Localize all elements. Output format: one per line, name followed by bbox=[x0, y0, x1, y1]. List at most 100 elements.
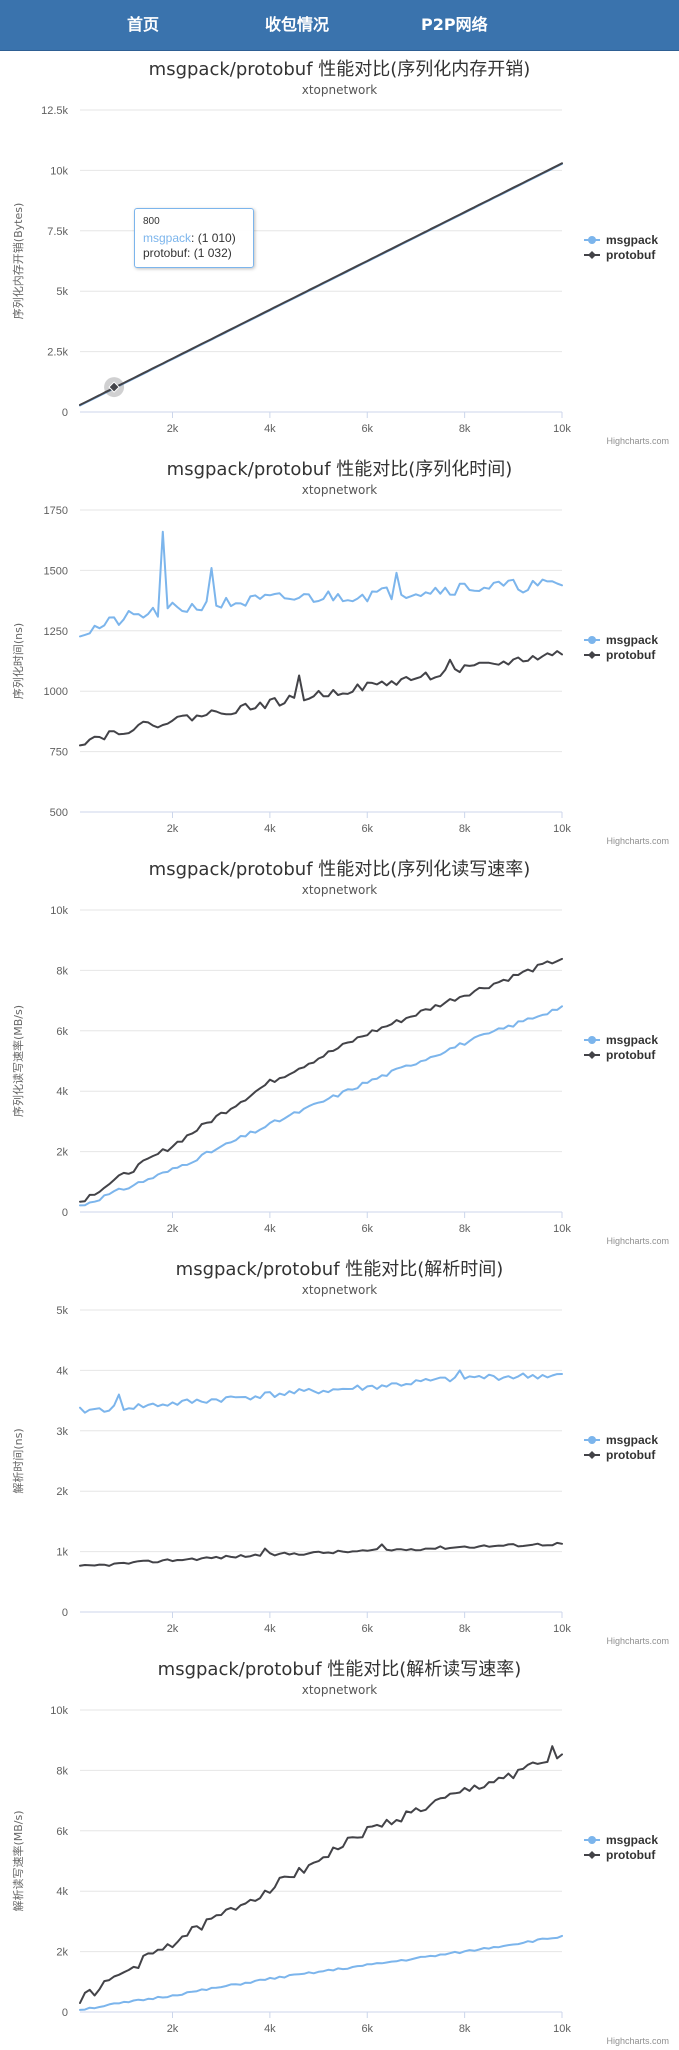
y-tick-label: 6k bbox=[56, 1026, 68, 1038]
hover-point-marker bbox=[108, 381, 120, 393]
y-tick-label: 10k bbox=[50, 165, 68, 177]
x-tick-label: 2k bbox=[167, 1223, 179, 1235]
nav-home-link[interactable]: 首页 bbox=[127, 15, 160, 34]
tooltip-row-protobuf: protobuf: (1 032) bbox=[143, 246, 232, 260]
chart-legend: msgpack protobuf bbox=[584, 1833, 679, 1863]
legend-item-msgpack[interactable]: msgpack bbox=[584, 1833, 679, 1848]
y-tick-label: 2k bbox=[56, 1947, 68, 1959]
highcharts-credits-link[interactable]: Highcharts.com bbox=[606, 836, 669, 846]
legend-item-protobuf[interactable]: protobuf bbox=[584, 648, 679, 663]
legend-label: protobuf bbox=[606, 1448, 656, 1462]
nav-p2p-network-link[interactable]: P2P网络 bbox=[421, 15, 488, 34]
x-tick-label: 10k bbox=[553, 1623, 571, 1635]
legend-label: protobuf bbox=[606, 248, 656, 262]
y-tick-label: 1250 bbox=[44, 626, 68, 638]
y-tick-label: 2k bbox=[56, 1147, 68, 1159]
legend-marker bbox=[588, 1051, 596, 1059]
legend-item-protobuf[interactable]: protobuf bbox=[584, 1448, 679, 1463]
series-line-protobuf bbox=[79, 162, 563, 406]
chart-title: msgpack/protobuf 性能对比(解析读写速率) bbox=[157, 1659, 522, 1680]
x-tick-label: 10k bbox=[553, 823, 571, 835]
highcharts-credits-link[interactable]: Highcharts.com bbox=[606, 1236, 669, 1246]
chart-legend: msgpack protobuf bbox=[584, 1433, 679, 1463]
y-tick-label: 7.5k bbox=[47, 226, 68, 238]
legend-label: msgpack bbox=[606, 1433, 659, 1447]
legend-item-protobuf[interactable]: protobuf bbox=[584, 248, 679, 263]
tooltip-series-name: msgpack bbox=[143, 231, 192, 245]
nav-packet-status-link[interactable]: 收包情况 bbox=[265, 15, 330, 34]
x-tick-label: 4k bbox=[264, 1223, 276, 1235]
chart-panel: msgpack/protobuf 性能对比(序列化时间) xtopnetwork… bbox=[0, 450, 679, 850]
x-tick-label: 10k bbox=[553, 2023, 571, 2035]
y-tick-label: 2k bbox=[56, 1486, 68, 1498]
legend-symbol-protobuf bbox=[584, 1851, 600, 1859]
legend-item-protobuf[interactable]: protobuf bbox=[584, 1048, 679, 1063]
y-axis-title: 序列化内存开销(Bytes) bbox=[11, 203, 25, 319]
y-tick-label: 5k bbox=[56, 286, 68, 298]
series-line-protobuf bbox=[79, 650, 563, 747]
legend-marker bbox=[588, 1436, 596, 1444]
x-tick-label: 10k bbox=[553, 423, 571, 435]
chart-title: msgpack/protobuf 性能对比(解析时间) bbox=[175, 1259, 504, 1280]
legend-marker bbox=[588, 236, 596, 244]
series-line-protobuf bbox=[79, 957, 563, 1203]
chart-title: msgpack/protobuf 性能对比(序列化读写速率) bbox=[148, 859, 531, 880]
x-tick-label: 8k bbox=[459, 423, 471, 435]
x-tick-label: 4k bbox=[264, 2023, 276, 2035]
legend-symbol-protobuf bbox=[584, 251, 600, 259]
x-tick-label: 6k bbox=[361, 2023, 373, 2035]
y-tick-label: 0 bbox=[62, 2007, 68, 2019]
y-tick-label: 4k bbox=[56, 1086, 68, 1098]
y-tick-label: 2.5k bbox=[47, 347, 68, 359]
chart-tooltip: 800 msgpack: (1 010) protobuf: (1 032) bbox=[134, 208, 254, 268]
legend-marker bbox=[588, 1451, 596, 1459]
chart-plot: 0 1k 2k 3k 4k 5k 2k 4k 6k 8k 10k 解析时间(ns) bbox=[11, 1305, 571, 1635]
x-tick-label: 2k bbox=[167, 1623, 179, 1635]
legend-symbol-msgpack bbox=[584, 236, 600, 244]
legend-item-msgpack[interactable]: msgpack bbox=[584, 633, 679, 648]
legend-marker bbox=[588, 636, 596, 644]
legend-symbol-protobuf bbox=[584, 1051, 600, 1059]
legend-symbol-protobuf bbox=[584, 651, 600, 659]
chart-subtitle: xtopnetwork bbox=[301, 883, 378, 897]
x-tick-label: 10k bbox=[553, 1223, 571, 1235]
legend-marker bbox=[588, 251, 596, 259]
x-tick-label: 8k bbox=[459, 1223, 471, 1235]
legend-item-protobuf[interactable]: protobuf bbox=[584, 1848, 679, 1863]
chart-title: msgpack/protobuf 性能对比(序列化内存开销) bbox=[148, 59, 531, 80]
highcharts-credits-link[interactable]: Highcharts.com bbox=[606, 2036, 669, 2046]
y-tick-label: 750 bbox=[50, 747, 68, 759]
chart-legend: msgpack protobuf bbox=[584, 633, 679, 663]
x-tick-label: 6k bbox=[361, 1623, 373, 1635]
legend-item-msgpack[interactable]: msgpack bbox=[584, 233, 679, 248]
legend-item-msgpack[interactable]: msgpack bbox=[584, 1433, 679, 1448]
highcharts-credits-link[interactable]: Highcharts.com bbox=[606, 1636, 669, 1646]
y-tick-label: 8k bbox=[56, 1765, 68, 1777]
y-tick-label: 1k bbox=[56, 1547, 68, 1559]
legend-label: msgpack bbox=[606, 633, 659, 647]
y-tick-label: 500 bbox=[50, 807, 68, 819]
legend-marker bbox=[588, 1851, 596, 1859]
x-tick-label: 4k bbox=[264, 1623, 276, 1635]
chart-subtitle: xtopnetwork bbox=[301, 1283, 378, 1297]
x-tick-label: 2k bbox=[167, 2023, 179, 2035]
top-navbar: 首页 收包情况 P2P网络 bbox=[0, 0, 679, 51]
chart-panel: msgpack/protobuf 性能对比(解析读写速率) xtopnetwor… bbox=[0, 1650, 679, 2050]
charts-container: msgpack/protobuf 性能对比(序列化内存开销) xtopnetwo… bbox=[0, 50, 679, 2050]
series-line-msgpack bbox=[79, 1369, 563, 1414]
y-tick-label: 8k bbox=[56, 965, 68, 977]
legend-label: msgpack bbox=[606, 1033, 659, 1047]
legend-marker bbox=[588, 1036, 596, 1044]
y-tick-label: 0 bbox=[62, 1207, 68, 1219]
y-tick-label: 3k bbox=[56, 1426, 68, 1438]
x-tick-label: 6k bbox=[361, 423, 373, 435]
legend-item-msgpack[interactable]: msgpack bbox=[584, 1033, 679, 1048]
chart-panel: msgpack/protobuf 性能对比(序列化读写速率) xtopnetwo… bbox=[0, 850, 679, 1250]
y-tick-label: 5k bbox=[56, 1305, 68, 1317]
legend-symbol-msgpack bbox=[584, 1436, 600, 1444]
highcharts-credits-link[interactable]: Highcharts.com bbox=[606, 436, 669, 446]
chart-panel: msgpack/protobuf 性能对比(序列化内存开销) xtopnetwo… bbox=[0, 50, 679, 450]
series-line-protobuf bbox=[79, 1541, 563, 1567]
x-tick-label: 6k bbox=[361, 823, 373, 835]
y-axis-title: 解析时间(ns) bbox=[11, 1428, 25, 1493]
